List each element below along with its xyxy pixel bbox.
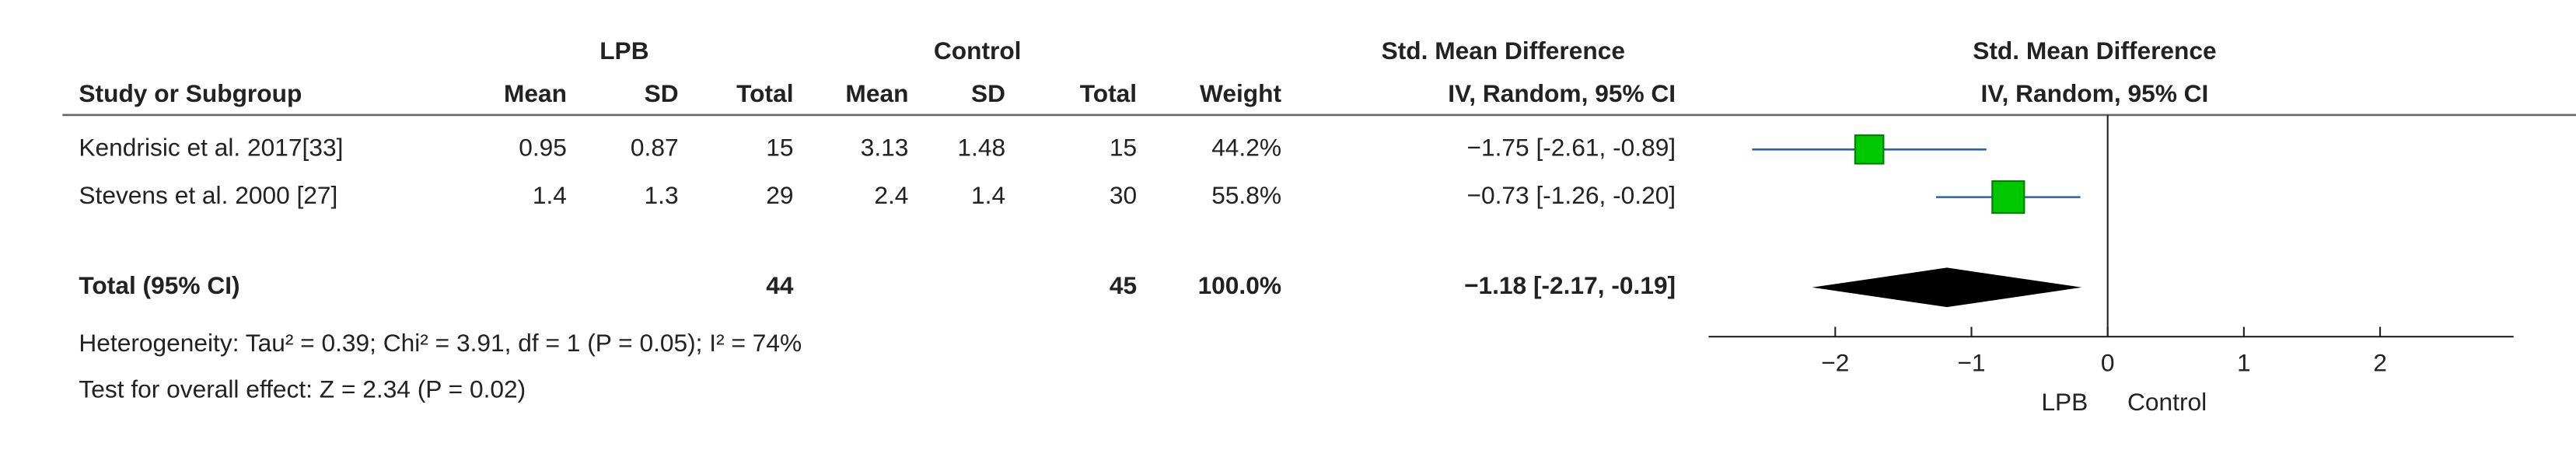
favours-left: LPB	[2041, 388, 2088, 416]
weight: 55.8%	[1211, 181, 1281, 209]
study-name: Stevens et al. 2000 [27]	[79, 181, 337, 209]
study-marker	[1991, 180, 2025, 215]
x-tick-label: 2	[2373, 348, 2387, 376]
weight: 44.2%	[1211, 134, 1281, 162]
group-header: Control	[934, 37, 1022, 65]
cell: 30	[1110, 181, 1137, 209]
column-header: Total	[1080, 79, 1137, 107]
cell: 0.95	[519, 134, 567, 162]
study-name: Kendrisic et al. 2017[33]	[79, 134, 343, 162]
x-tick-label: −2	[1821, 348, 1849, 376]
effect-header: Std. Mean Difference	[1382, 37, 1625, 65]
column-header: SD	[971, 79, 1005, 107]
favours-right: Control	[2127, 388, 2207, 416]
cell: 1.48	[957, 134, 1005, 162]
total-cell: 45	[1110, 271, 1137, 299]
cell: 29	[766, 181, 793, 209]
cell: 0.87	[631, 134, 679, 162]
overall-effect: Test for overall effect: Z = 2.34 (P = 0…	[79, 375, 526, 403]
heterogeneity: Heterogeneity: Tau² = 0.39; Chi² = 3.91,…	[79, 329, 802, 357]
cell: 1.4	[971, 181, 1005, 209]
column-header: SD	[645, 79, 679, 107]
cell: 3.13	[861, 134, 909, 162]
plot-header: IV, Random, 95% CI	[1980, 79, 2208, 107]
cell: 15	[766, 134, 793, 162]
column-header: Total	[736, 79, 793, 107]
cell: 1.4	[533, 181, 567, 209]
column-header: Weight	[1200, 79, 1281, 107]
cell: 2.4	[874, 181, 908, 209]
column-header: IV, Random, 95% CI	[1448, 79, 1676, 107]
effect: −1.75 [-2.61, -0.89]	[1466, 134, 1676, 162]
column-header: Mean	[845, 79, 908, 107]
total-weight: 100.0%	[1198, 271, 1281, 299]
group-header: LPB	[599, 37, 648, 65]
study-marker	[1854, 134, 1885, 165]
total-cell: 44	[766, 271, 794, 299]
x-tick-label: 1	[2237, 348, 2251, 376]
total-effect: −1.18 [-2.17, -0.19]	[1464, 271, 1676, 299]
x-tick-label: 0	[2101, 348, 2115, 376]
x-tick-label: −1	[1957, 348, 1985, 376]
cell: 1.3	[645, 181, 679, 209]
summary-diamond	[1812, 267, 2082, 308]
effect: −0.73 [-1.26, -0.20]	[1466, 181, 1676, 209]
column-header: Study or Subgroup	[79, 79, 302, 107]
plot-header: Std. Mean Difference	[1973, 37, 2216, 65]
total-name: Total (95% CI)	[79, 271, 239, 299]
cell: 15	[1110, 134, 1137, 162]
column-header: Mean	[504, 79, 567, 107]
